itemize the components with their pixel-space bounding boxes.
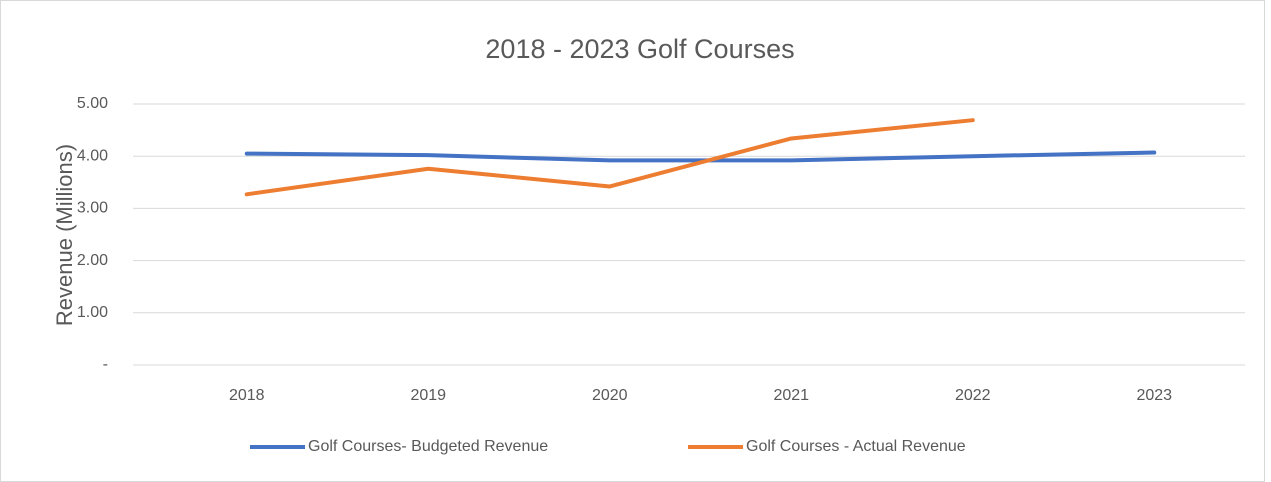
y-tick-label: 1.00 [77,304,108,321]
series-line [244,150,1157,163]
x-tick-label: 2020 [592,387,628,404]
x-tick-label: 2023 [1136,387,1172,404]
series-line [244,118,975,197]
y-tick-label: 3.00 [77,200,108,217]
y-tick-label: 5.00 [77,95,108,112]
y-tick-label: 2.00 [77,252,108,269]
x-tick-label: 2019 [410,387,446,404]
legend-label: Golf Courses- Budgeted Revenue [308,438,548,455]
y-tick-label: 4.00 [77,147,108,164]
x-tick-label: 2022 [955,387,991,404]
y-axis-label: Revenue (Millions) [52,144,77,326]
legend-label: Golf Courses - Actual Revenue [746,438,966,455]
x-tick-label: 2021 [773,387,809,404]
y-tick-label: - [103,356,108,373]
chart-title: 2018 - 2023 Golf Courses [485,34,794,64]
x-tick-label: 2018 [229,387,265,404]
